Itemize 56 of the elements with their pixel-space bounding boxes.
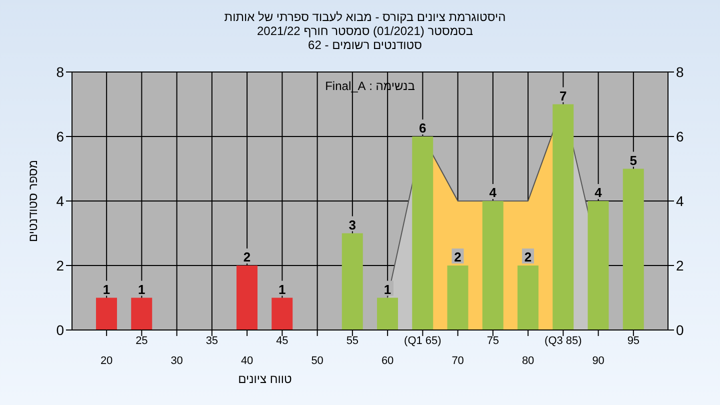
chart-subtitle: בסמסטר (01/2021) סמסטר חורף 2021/22 סטודנטים רשומים - 62 bbox=[256, 24, 474, 52]
x-tick-label: 70 bbox=[452, 355, 464, 367]
bar bbox=[272, 298, 293, 330]
x-tick-label: 30 bbox=[170, 355, 183, 367]
x-tick-label: (Q1 65) bbox=[404, 335, 442, 347]
x-tick-label: 75 bbox=[486, 335, 500, 347]
chart-title: היסטוגרמת ציונים בקורס - מבוא לעבוד ספרתי של אותות bbox=[223, 10, 507, 24]
y2-tick-label: 8 bbox=[676, 64, 684, 80]
x-tick-label: 40 bbox=[240, 355, 254, 367]
x-tick-label: 20 bbox=[100, 355, 113, 367]
x-tick-label: 45 bbox=[276, 335, 288, 347]
y-tick-label: 0 bbox=[56, 322, 64, 338]
y-axis-title: מספר סטודנטים bbox=[26, 160, 40, 242]
data-label: 1 bbox=[102, 282, 110, 297]
bar bbox=[131, 298, 152, 330]
bar bbox=[482, 201, 504, 330]
x-axis-title: טווח ציונים bbox=[237, 372, 293, 386]
data-label: 3 bbox=[348, 217, 356, 232]
bar bbox=[96, 298, 117, 330]
x-tick-label: 55 bbox=[346, 335, 359, 347]
x-tick-label: 60 bbox=[381, 355, 394, 367]
data-label: 2 bbox=[243, 250, 251, 264]
bar bbox=[342, 233, 363, 330]
bar bbox=[377, 298, 398, 330]
data-label: 6 bbox=[419, 120, 426, 136]
x-tick-label: 50 bbox=[311, 355, 324, 367]
data-label: 2 bbox=[454, 250, 462, 264]
bar bbox=[518, 266, 538, 330]
x-tick-label: (Q3 85) bbox=[544, 335, 582, 347]
bar bbox=[588, 201, 609, 330]
y-tick-label: 6 bbox=[56, 128, 64, 144]
y-tick-label: 8 bbox=[56, 64, 64, 80]
bar bbox=[447, 266, 468, 330]
data-label: 5 bbox=[630, 152, 637, 168]
x-tick-label: 25 bbox=[136, 335, 148, 347]
data-label: 4 bbox=[489, 185, 498, 200]
data-label: 1 bbox=[384, 282, 392, 297]
y2-tick-label: 2 bbox=[676, 257, 684, 274]
x-tick-label: 95 bbox=[627, 335, 640, 347]
data-label: 1 bbox=[278, 282, 286, 297]
y2-tick-label: 0 bbox=[676, 322, 684, 338]
data-label: 1 bbox=[138, 282, 146, 297]
bar bbox=[552, 104, 574, 330]
y2-tick-label: 4 bbox=[676, 192, 684, 209]
bar bbox=[622, 168, 644, 330]
bar bbox=[236, 266, 258, 330]
data-label: 7 bbox=[560, 88, 567, 104]
y2-tick-label: 6 bbox=[676, 128, 684, 144]
x-tick-label: 80 bbox=[522, 355, 534, 367]
bar bbox=[412, 136, 434, 330]
y-tick-label: 4 bbox=[56, 192, 64, 209]
y-tick-label: 2 bbox=[56, 257, 64, 274]
x-tick-label: 35 bbox=[206, 335, 218, 347]
data-label: 2 bbox=[524, 250, 532, 264]
x-tick-label: 90 bbox=[592, 355, 604, 367]
data-label: 4 bbox=[594, 185, 603, 200]
